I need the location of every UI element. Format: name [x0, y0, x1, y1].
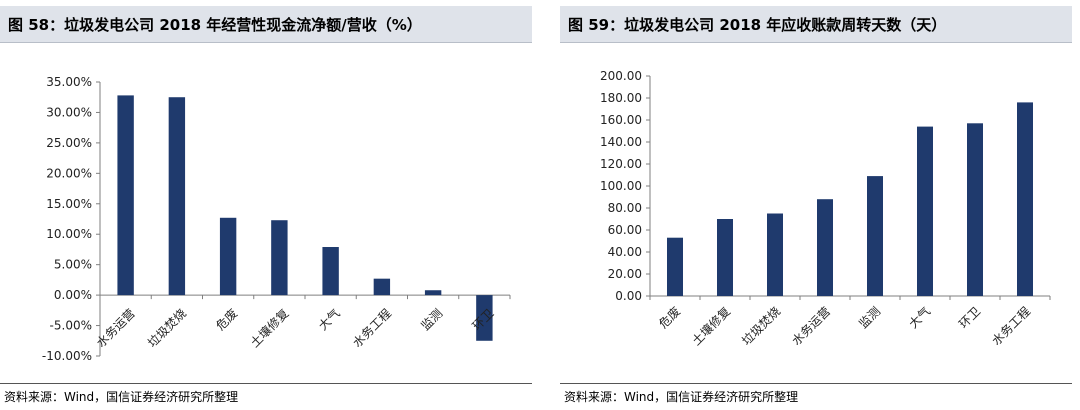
- x-category-label: 危废: [656, 304, 684, 332]
- bar: [373, 278, 391, 296]
- y-tick-label: 140.00: [600, 135, 642, 149]
- x-category-label: 水务工程: [349, 306, 394, 351]
- chart-panel-cashflow: 图 58：垃圾发电公司 2018 年经营性现金流净额/营收（%） 35.00% 3…: [0, 6, 532, 404]
- y-tick-label: 20.00: [608, 267, 642, 281]
- y-tick-label: 15.00%: [46, 197, 92, 211]
- x-category-label: 监测: [418, 306, 445, 333]
- y-tick-label: 0.00%: [54, 288, 92, 302]
- bar: [917, 126, 933, 296]
- bar: [817, 199, 833, 296]
- y-tick-label: 25.00%: [46, 136, 92, 150]
- bar: [322, 247, 339, 296]
- x-category-label: 水务运营: [789, 304, 834, 349]
- y-tick-label: 100.00: [600, 179, 642, 193]
- bar: [476, 295, 493, 341]
- x-category-label: 垃圾焚烧: [144, 306, 189, 351]
- x-category-label: 大气: [315, 306, 343, 334]
- y-tick-label: 180.00: [600, 91, 642, 105]
- y-tick-label: 60.00: [608, 223, 642, 237]
- bar: [117, 95, 134, 296]
- chart-source: 资料来源：Wind，国信证券经济研究所整理: [564, 390, 799, 404]
- bar: [867, 176, 883, 296]
- y-tick-label: 10.00%: [46, 227, 92, 241]
- chart-title: 图 59：垃圾发电公司 2018 年应收账款周转天数（天）: [568, 16, 947, 34]
- y-tick-label: 80.00: [608, 201, 642, 215]
- chart-title: 图 58：垃圾发电公司 2018 年经营性现金流净额/营收（%）: [8, 16, 422, 34]
- y-tick-label: 200.00: [600, 69, 642, 83]
- bar: [1017, 102, 1033, 297]
- y-tick-label: 0.00: [615, 289, 642, 303]
- x-category-label: 垃圾焚烧: [739, 304, 784, 349]
- y-tick-label: 5.00%: [54, 258, 92, 272]
- y-tick-label: -10.00%: [42, 349, 92, 363]
- bar: [271, 220, 288, 296]
- bar: [767, 213, 783, 296]
- y-tick-label: 120.00: [600, 157, 642, 171]
- bar: [168, 97, 186, 296]
- x-category-label: 大气: [906, 304, 934, 332]
- y-tick-label: 160.00: [600, 113, 642, 127]
- bar: [717, 219, 733, 296]
- divider: [560, 383, 1072, 384]
- x-category-label: 水务工程: [989, 304, 1034, 349]
- y-tick-label: 35.00%: [46, 75, 92, 89]
- y-tick-label: 40.00: [608, 245, 642, 259]
- divider: [0, 383, 532, 384]
- cashflow-bar-chart: 35.00% 30.00% 25.00% 20.00% 15.00% 10.00% 5.00…: [42, 75, 511, 363]
- bar: [667, 237, 683, 296]
- bar: [219, 217, 237, 296]
- x-category-label: 危废: [213, 306, 241, 334]
- bar: [424, 290, 442, 296]
- chart-source: 资料来源：Wind，国信证券经济研究所整理: [4, 390, 239, 404]
- y-tick-label: 30.00%: [46, 105, 92, 119]
- x-category-label: 环卫: [956, 304, 983, 331]
- bar: [967, 123, 983, 296]
- chart-panel-receivables: 图 59：垃圾发电公司 2018 年应收账款周转天数（天） 200.00 180.…: [560, 0, 1080, 410]
- chart-title-bar: 图 59：垃圾发电公司 2018 年应收账款周转天数（天）: [560, 6, 1072, 43]
- y-tick-label: -5.00%: [50, 319, 92, 333]
- x-category-label: 监测: [856, 304, 883, 331]
- x-category-label: 土壤修复: [689, 304, 734, 349]
- chart-title-bar: 图 58：垃圾发电公司 2018 年经营性现金流净额/营收（%）: [0, 6, 532, 43]
- x-category-label: 土壤修复: [247, 306, 292, 351]
- receivables-bar-chart: 200.00 180.00 160.00 140.00 120.00 100.00 80.0…: [600, 69, 1051, 349]
- y-tick-label: 20.00%: [46, 166, 92, 180]
